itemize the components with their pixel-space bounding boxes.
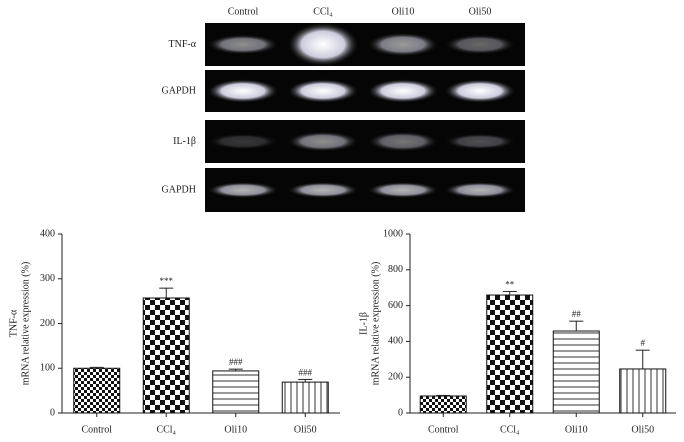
significance-label: ## [572, 309, 582, 319]
y-tick-label: 600 [388, 300, 403, 311]
gel-band [207, 34, 279, 55]
x-tick-label: CCl₄ [500, 424, 520, 435]
y-tick-label: 800 [388, 264, 403, 275]
gel-band [444, 34, 516, 55]
gel-band [367, 79, 439, 103]
gel-band [367, 32, 439, 57]
y-tick-label: 1000 [383, 228, 403, 239]
gel-band [207, 79, 279, 103]
error-bar [436, 394, 451, 396]
bar [619, 368, 667, 414]
error-bar [159, 287, 174, 298]
gel-band [287, 182, 359, 198]
gel-band [444, 133, 516, 150]
y-tick-label: 0 [50, 407, 55, 418]
y-tick-label: 200 [40, 318, 55, 329]
y-tick-label: 400 [388, 336, 403, 347]
error-bar [635, 349, 650, 369]
error-bar [569, 320, 584, 332]
gel-band [444, 79, 516, 103]
row-label: TNF-α [169, 39, 197, 50]
y-tick-label: 400 [40, 228, 55, 239]
error-bar [228, 368, 243, 371]
gel-band [287, 22, 359, 67]
gel-band [287, 131, 359, 152]
significance-label: *** [160, 276, 174, 286]
y-axis-label: TNF-α [8, 309, 19, 337]
gel-band [207, 133, 279, 150]
significance-label: # [641, 338, 646, 348]
row-label: IL-1β [173, 136, 196, 147]
row-label: GAPDH [162, 85, 196, 96]
lane-label: Oli50 [469, 6, 492, 17]
y-axis-label: IL-1β [358, 312, 369, 335]
row-label: GAPDH [162, 184, 196, 195]
gel-band [207, 182, 279, 198]
bar [281, 381, 329, 414]
y-tick-label: 0 [398, 407, 403, 418]
bar [73, 367, 121, 414]
significance-label: ** [505, 280, 515, 290]
error-bar [502, 290, 517, 296]
x-tick-label: Oli50 [631, 424, 654, 435]
lane-label: Oli10 [392, 6, 415, 17]
lane-label: CCl₄ [313, 6, 333, 17]
x-tick-label: CCl₄ [156, 424, 176, 435]
gel-band [367, 182, 439, 198]
x-tick-label: Control [428, 424, 459, 435]
bar [419, 395, 467, 414]
y-tick-label: 300 [40, 273, 55, 284]
x-tick-label: Oli10 [224, 424, 247, 435]
x-tick-label: Control [81, 424, 112, 435]
y-axis-label: mRNA relative expression (%) [20, 262, 31, 386]
error-bar [298, 378, 313, 383]
y-axis-label: mRNA relative expression (%) [370, 262, 381, 386]
lane-label: Control [228, 6, 259, 17]
x-tick-label: Oli10 [565, 424, 588, 435]
y-tick-label: 200 [388, 371, 403, 382]
significance-label: ### [299, 368, 313, 378]
gel-band [287, 79, 359, 103]
gel-band [367, 131, 439, 152]
bar [486, 294, 534, 414]
bar [142, 297, 190, 414]
gel-band [444, 182, 516, 198]
error-bar [89, 366, 104, 369]
x-tick-label: Oli50 [294, 424, 317, 435]
significance-label: ### [229, 357, 243, 367]
bar [212, 370, 260, 414]
y-tick-label: 100 [40, 363, 55, 374]
bar [552, 330, 600, 414]
